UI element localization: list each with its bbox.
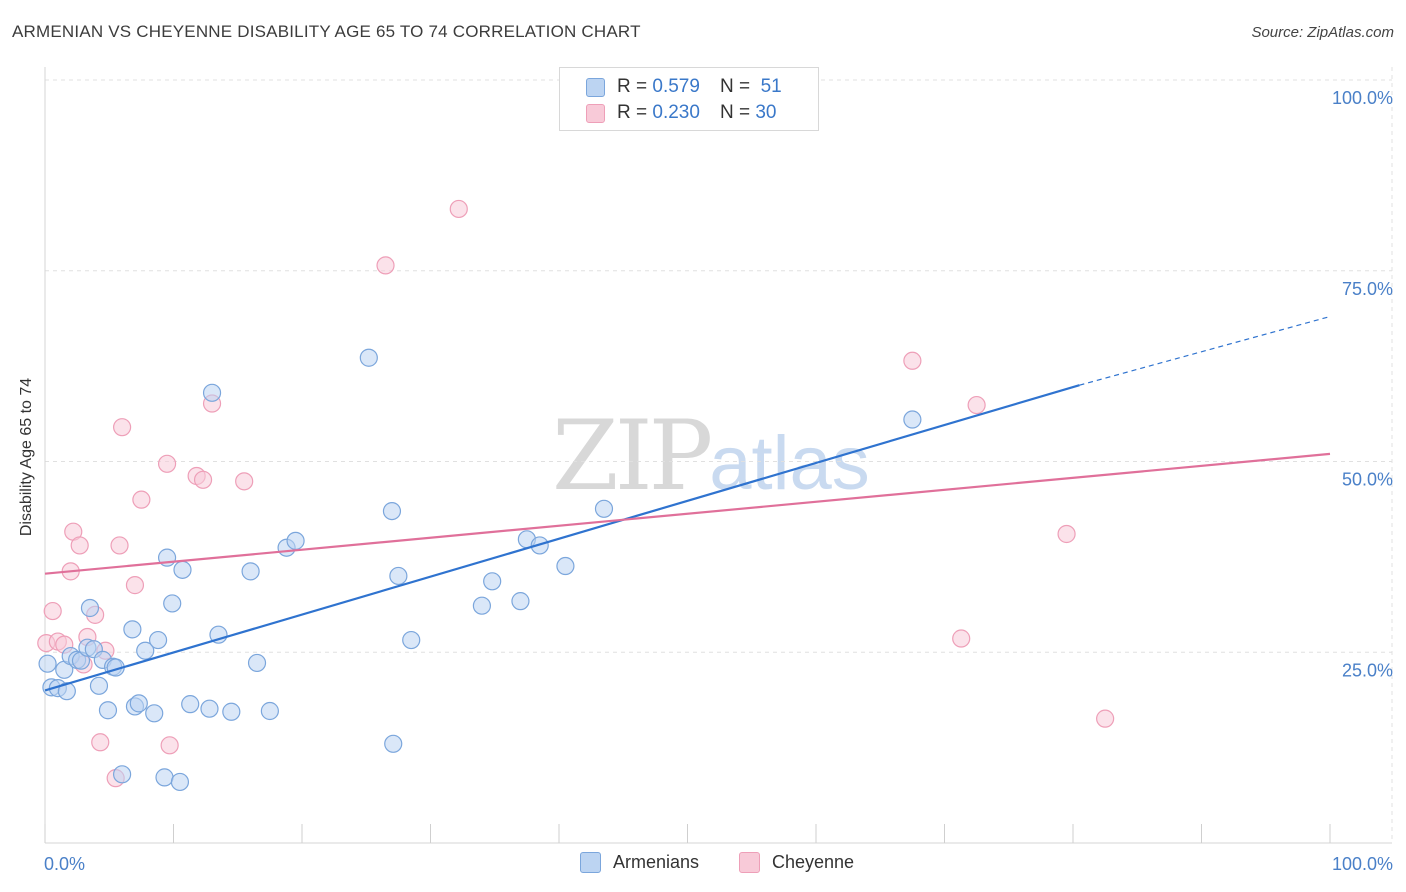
armenians-point bbox=[98, 701, 118, 720]
armenians-point bbox=[163, 594, 182, 613]
r-value: 0.230 bbox=[652, 102, 700, 123]
n-label: N = bbox=[719, 102, 751, 123]
axes bbox=[44, 67, 1392, 844]
cheyenne-point bbox=[157, 454, 177, 473]
armenians-point bbox=[483, 572, 502, 591]
cheyenne-swatch bbox=[586, 103, 605, 123]
cheyenne-point bbox=[967, 395, 986, 415]
armenians-point bbox=[38, 654, 57, 673]
legend-item-armenians: Armenians bbox=[580, 852, 699, 873]
r-label: R = bbox=[617, 102, 648, 123]
cheyenne-point bbox=[160, 736, 179, 755]
cheyenne-trend-line bbox=[44, 452, 1331, 575]
x-tick-label: 0.0% bbox=[44, 854, 85, 874]
legend-item-cheyenne: Cheyenne bbox=[739, 852, 854, 873]
cheyenne-point bbox=[449, 199, 468, 219]
trend-lines bbox=[44, 315, 1331, 692]
cheyenne-point bbox=[70, 536, 89, 555]
armenians-point bbox=[286, 531, 305, 550]
armenians-point bbox=[241, 562, 260, 581]
armenians-point bbox=[89, 676, 109, 695]
cheyenne-point bbox=[132, 490, 151, 509]
armenians-point bbox=[247, 653, 267, 673]
armenians-point bbox=[80, 598, 100, 618]
armenians-point bbox=[222, 702, 241, 721]
legend-row-cheyenne: R = 0.230 N = 30 bbox=[586, 101, 776, 125]
cheyenne-point bbox=[91, 733, 110, 752]
armenians-point bbox=[112, 765, 132, 784]
watermark-atlas: atlas bbox=[709, 421, 870, 506]
armenians-point bbox=[129, 694, 148, 713]
y-tick-label: 75.0% bbox=[1342, 279, 1393, 299]
armenians-point bbox=[389, 566, 408, 586]
stats-legend: R = 0.579 N = 51 R = 0.230 N = 30 bbox=[559, 67, 819, 131]
armenians-point bbox=[472, 596, 491, 615]
chart-title: ARMENIAN VS CHEYENNE DISABILITY AGE 65 T… bbox=[12, 22, 641, 41]
cheyenne-point bbox=[952, 629, 971, 648]
cheyenne-point bbox=[110, 536, 129, 555]
y-tick-label: 50.0% bbox=[1342, 470, 1393, 490]
n-value: 30 bbox=[755, 102, 777, 123]
armenians-point bbox=[382, 501, 402, 521]
cheyenne-point bbox=[193, 470, 213, 489]
armenians-point bbox=[359, 348, 378, 367]
armenians-point bbox=[181, 695, 200, 714]
armenians-point bbox=[136, 641, 155, 660]
cheyenne-point bbox=[1057, 524, 1076, 544]
armenians-trend-line bbox=[44, 384, 1080, 692]
watermark: ZIPatlas bbox=[552, 400, 870, 512]
armenians-point bbox=[556, 556, 575, 576]
r-label: R = bbox=[617, 76, 648, 97]
r-value: 0.579 bbox=[652, 76, 700, 97]
armenians-point bbox=[155, 768, 174, 787]
watermark-zip: ZIP bbox=[552, 400, 713, 512]
armenians-swatch bbox=[586, 77, 605, 97]
legend-label-armenians: Armenians bbox=[613, 852, 700, 872]
n-value: 51 bbox=[760, 76, 782, 97]
x-tick-label: 100.0% bbox=[1332, 854, 1393, 874]
armenians-point bbox=[173, 560, 192, 579]
armenians-point bbox=[145, 704, 164, 723]
grid-lines bbox=[45, 67, 1393, 843]
armenians-point bbox=[903, 410, 922, 429]
armenians-point bbox=[170, 772, 190, 792]
armenians-point bbox=[511, 592, 530, 611]
armenians-trend-extension bbox=[1079, 315, 1331, 386]
armenians-point bbox=[402, 630, 421, 650]
legend-row-armenians: R = 0.579 N = 51 bbox=[586, 75, 782, 99]
cheyenne-point bbox=[43, 601, 62, 621]
armenians-point bbox=[57, 682, 76, 701]
n-label: N = bbox=[719, 76, 751, 97]
cheyenne-point bbox=[235, 472, 254, 491]
armenians-swatch bbox=[580, 852, 601, 873]
cheyenne-point bbox=[376, 256, 395, 275]
data-points bbox=[37, 199, 1115, 792]
cheyenne-point bbox=[125, 576, 145, 595]
y-tick-label: 25.0% bbox=[1342, 660, 1393, 680]
armenians-point bbox=[384, 734, 403, 753]
armenians-point bbox=[200, 699, 219, 718]
armenians-point bbox=[123, 620, 142, 639]
legend-label-cheyenne: Cheyenne bbox=[772, 852, 855, 872]
source-label: Source: ZipAtlas.com bbox=[1251, 24, 1394, 41]
cheyenne-point bbox=[112, 418, 132, 437]
armenians-point bbox=[594, 499, 614, 518]
y-tick-label: 100.0% bbox=[1332, 88, 1393, 108]
tick-labels: 25.0% 50.0% 75.0% 100.0% 0.0% 100.0% bbox=[44, 88, 1393, 874]
cheyenne-swatch bbox=[739, 852, 760, 873]
cheyenne-point bbox=[1096, 709, 1115, 728]
armenians-point bbox=[148, 630, 168, 650]
armenians-point bbox=[260, 701, 279, 721]
cheyenne-point bbox=[903, 351, 922, 370]
armenians-point bbox=[202, 383, 222, 402]
